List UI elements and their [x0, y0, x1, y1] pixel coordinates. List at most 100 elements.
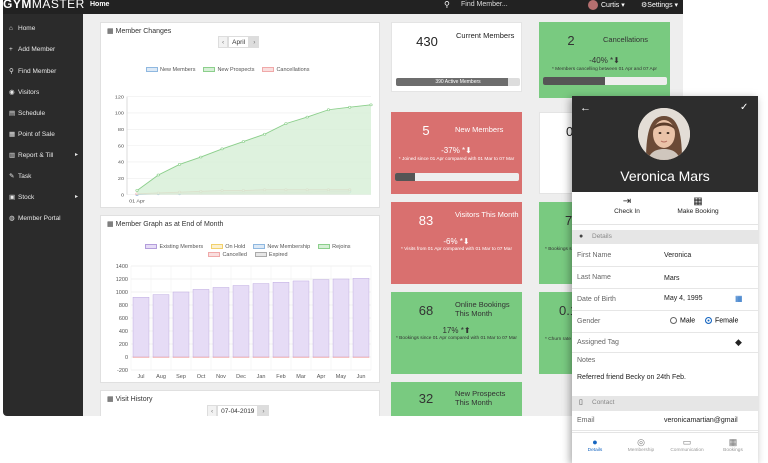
bar-existing-members[interactable]	[172, 291, 190, 358]
check-in-button[interactable]: ⇥ Check In	[602, 195, 652, 215]
legend-item[interactable]: Expired	[254, 252, 288, 258]
sidebar-item-visitors[interactable]: ◉ Visitors	[9, 88, 39, 96]
sidebar-item-stock[interactable]: ▣ Stock ▸	[9, 193, 78, 201]
tab-membership[interactable]: ◎ Membership	[618, 436, 664, 453]
bar-cancelled[interactable]	[132, 356, 150, 358]
bar-existing-members[interactable]	[192, 289, 210, 358]
first-name-field[interactable]: First Name Veronica	[572, 245, 758, 267]
back-arrow-icon[interactable]: ←	[580, 102, 591, 114]
email-value[interactable]: veronicamartian@gmail	[664, 417, 738, 424]
notes-field[interactable]: Notes Referred friend Becky on 24th Feb.	[572, 353, 758, 395]
bar-cancelled[interactable]	[312, 356, 330, 358]
sidebar-item-member-portal[interactable]: ◍ Member Portal	[9, 214, 61, 222]
gymmaster-logo[interactable]: GYMMASTER	[3, 0, 85, 11]
legend-item[interactable]: Rejoins	[318, 244, 351, 250]
bar-cancelled[interactable]	[152, 356, 170, 358]
bar-cancelled[interactable]	[292, 356, 310, 358]
tile-note: * Bookings since 01 Apr compared with 01…	[395, 336, 518, 341]
top-home-link[interactable]: Home	[90, 1, 110, 8]
sidebar-item-find-member[interactable]: ⚲ Find Member	[9, 67, 56, 75]
bar-existing-members[interactable]	[252, 283, 270, 358]
prev-day-button[interactable]: ‹	[207, 405, 218, 416]
last-name-field[interactable]: Last Name Mars	[572, 267, 758, 289]
bar-cancelled[interactable]	[212, 356, 230, 358]
last-name-value[interactable]: Mars	[664, 275, 680, 282]
legend-item[interactable]: New Prospects	[203, 67, 254, 73]
notes-value[interactable]: Referred friend Becky on 24th Feb.	[577, 374, 686, 381]
calendar-icon[interactable]: ▦	[735, 294, 743, 303]
data-point[interactable]	[156, 173, 160, 177]
bar-existing-members[interactable]	[132, 297, 150, 358]
legend-item[interactable]: Existing Members	[145, 244, 203, 250]
bar-existing-members[interactable]	[212, 287, 230, 358]
bar-cancelled[interactable]	[232, 356, 250, 358]
first-name-value[interactable]: Veronica	[664, 252, 692, 259]
assigned-tag-field[interactable]: Assigned Tag ◆	[572, 333, 758, 353]
tab-details[interactable]: ● Details	[572, 436, 618, 453]
data-point[interactable]	[177, 163, 182, 166]
data-point[interactable]	[348, 105, 352, 109]
data-point[interactable]	[284, 122, 288, 125]
bar-existing-members[interactable]	[232, 285, 250, 358]
y-tick-label: 120	[115, 95, 124, 101]
data-point[interactable]	[305, 115, 309, 119]
legend-item[interactable]: New Members	[146, 67, 195, 73]
bar-existing-members[interactable]	[152, 294, 170, 358]
next-day-button[interactable]: ›	[258, 405, 269, 416]
check-in-icon: ⇥	[622, 196, 632, 207]
email-field[interactable]: Email veronicamartian@gmail	[572, 412, 758, 431]
data-point[interactable]	[263, 132, 267, 136]
user-menu[interactable]: Curtis ▾	[588, 0, 625, 10]
dob-field[interactable]: Date of Birth May 4, 1995 ▦	[572, 289, 758, 311]
gender-male-radio[interactable]: Male	[670, 317, 695, 324]
visitors-tile[interactable]: 83 Visitors This Month -6% *⬇ * Visits f…	[391, 202, 522, 284]
sidebar-item-schedule[interactable]: ▤ Schedule	[9, 109, 45, 117]
tag-icon[interactable]: ◆	[735, 337, 742, 347]
make-booking-button[interactable]: ▦ Make Booking	[670, 195, 726, 215]
data-point[interactable]	[241, 140, 245, 143]
cancellations-tile[interactable]: 2 Cancellations -40% *⬇ * Members cancel…	[539, 22, 670, 98]
bar-existing-members[interactable]	[352, 278, 370, 358]
bar-cancelled[interactable]	[352, 356, 370, 358]
sidebar-item-report-till[interactable]: ▥ Report & Till ▸	[9, 151, 78, 159]
new-prospects-tile[interactable]: 32 New Prospects This Month	[391, 382, 522, 416]
new-members-tile[interactable]: 5 New Members -37% *⬇ * Joined since 01 …	[391, 112, 522, 194]
next-month-button[interactable]: ›	[249, 36, 260, 48]
find-member-input[interactable]: Find Member...	[461, 1, 508, 8]
settings-menu[interactable]: ⚙Settings ▾	[641, 2, 679, 9]
data-point[interactable]	[199, 155, 203, 159]
sidebar-item-point-of-sale[interactable]: ▦ Point of Sale	[9, 130, 55, 138]
data-point[interactable]	[326, 108, 331, 112]
sidebar-item-add-member[interactable]: + Add Member	[9, 46, 55, 53]
dob-value[interactable]: May 4, 1995	[664, 295, 703, 302]
sidebar-item-home[interactable]: ⌂ Home	[9, 25, 35, 32]
legend-item[interactable]: Cancellations	[262, 67, 309, 73]
online-bookings-tile[interactable]: 68 Online Bookings This Month 17% *⬆ * B…	[391, 292, 522, 374]
legend-item[interactable]: On Hold	[211, 244, 245, 250]
legend-item[interactable]: Cancelled	[208, 252, 247, 258]
search-icon[interactable]: ⚲	[444, 0, 450, 9]
save-check-icon[interactable]: ✓	[740, 102, 749, 113]
tab-bookings[interactable]: ▦ Bookings	[710, 436, 756, 453]
bar-existing-members[interactable]	[292, 280, 310, 358]
bar-cancelled[interactable]	[332, 356, 350, 358]
data-point[interactable]	[220, 147, 224, 151]
legend-item[interactable]: New Membership	[253, 244, 310, 250]
data-point[interactable]	[135, 189, 139, 192]
current-members-tile[interactable]: 430 Current Members 390 Active Members	[391, 22, 522, 92]
bar-existing-members[interactable]	[332, 278, 350, 358]
gender-female-radio[interactable]: Female	[705, 317, 738, 324]
bar-cancelled[interactable]	[272, 356, 290, 358]
bar-cancelled[interactable]	[252, 356, 270, 358]
legend-row: Cancelled Expired	[123, 252, 373, 258]
series-area	[137, 104, 371, 195]
bar-existing-members[interactable]	[312, 279, 330, 358]
sidebar-item-task[interactable]: ✎ Task	[9, 172, 31, 180]
bar-cancelled[interactable]	[172, 356, 190, 358]
x-tick-label: Dec	[236, 374, 246, 380]
bar-cancelled[interactable]	[192, 356, 210, 358]
tab-communication[interactable]: ▭ Communication	[664, 436, 710, 453]
prev-month-button[interactable]: ‹	[218, 36, 229, 48]
data-point[interactable]	[369, 103, 373, 107]
bar-existing-members[interactable]	[272, 282, 290, 358]
